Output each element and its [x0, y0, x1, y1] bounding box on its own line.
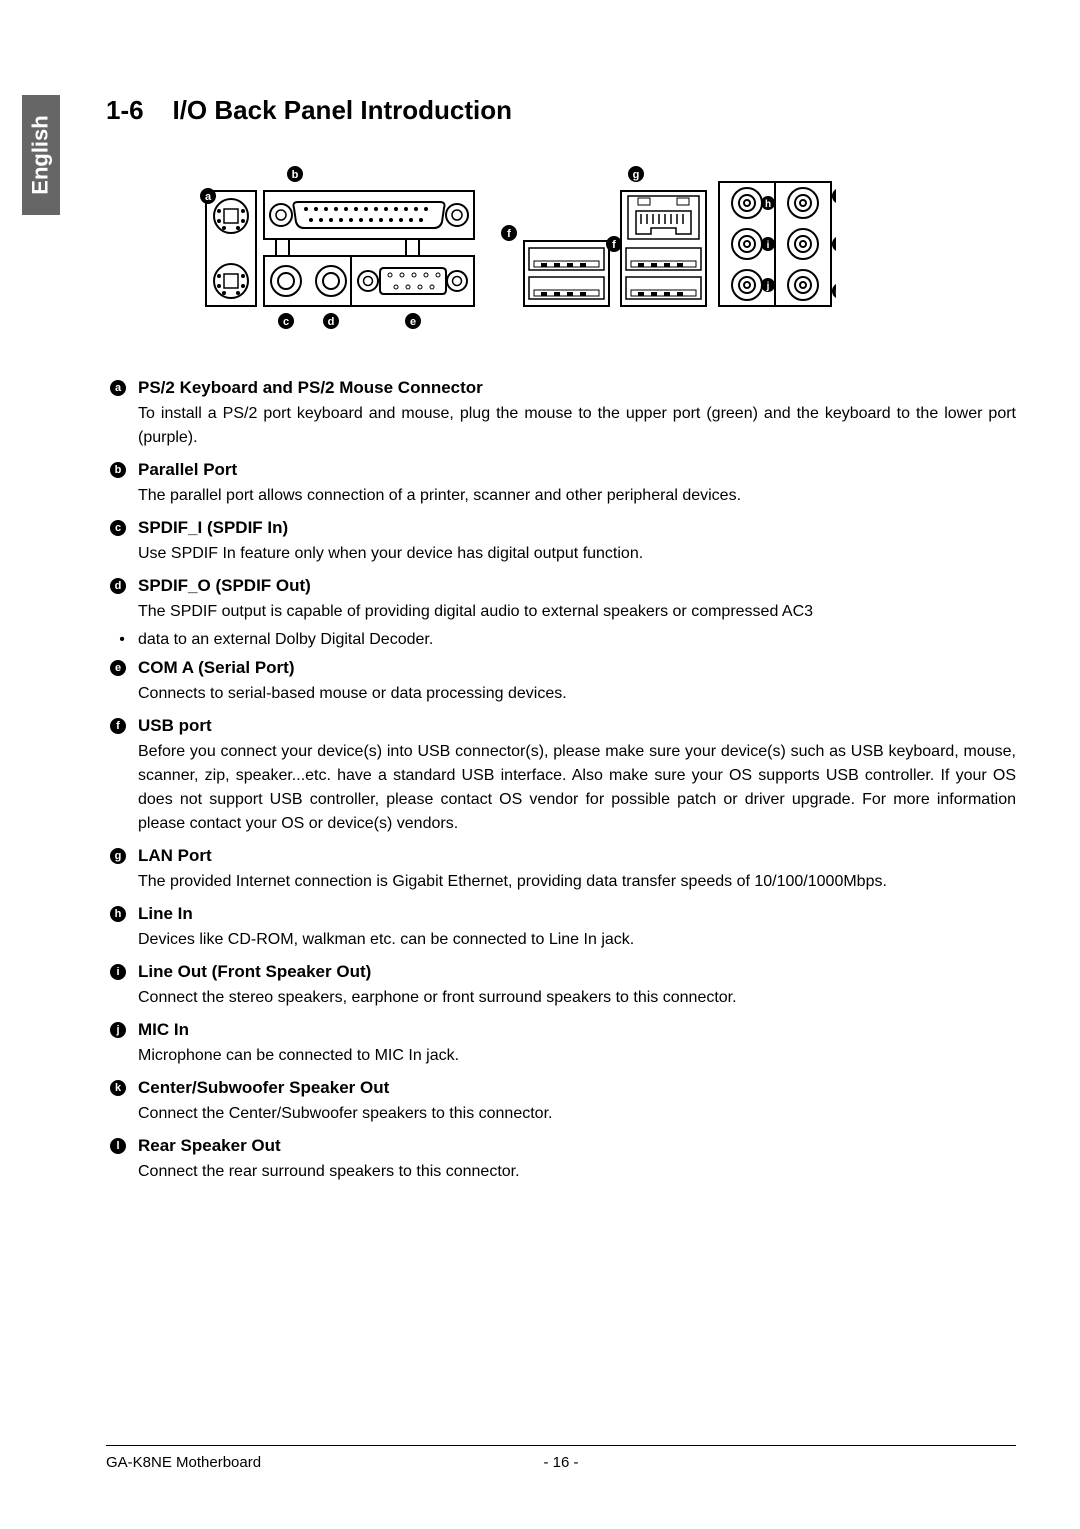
marker-icon: h	[110, 906, 126, 922]
svg-text:e: e	[410, 316, 416, 328]
item-desc: The provided Internet connection is Giga…	[138, 870, 1016, 894]
marker-icon: j	[110, 1022, 126, 1038]
item-title: Center/Subwoofer Speaker Out	[138, 1076, 1016, 1100]
marker-icon: c	[110, 520, 126, 536]
item-title: SPDIF_I (SPDIF In)	[138, 516, 1016, 540]
item-list: a PS/2 Keyboard and PS/2 Mouse Connector…	[106, 376, 1016, 1188]
item-desc: Devices like CD-ROM, walkman etc. can be…	[138, 928, 1016, 952]
item-title: Line In	[138, 902, 1016, 926]
svg-text:c: c	[283, 316, 289, 328]
item-desc: Connects to serial-based mouse or data p…	[138, 682, 1016, 706]
section-heading: 1-6 I/O Back Panel Introduction	[106, 95, 1016, 126]
item-desc: Connect the stereo speakers, earphone or…	[138, 986, 1016, 1010]
svg-text:j: j	[766, 281, 770, 292]
page-footer: GA-K8NE Motherboard - 16 -	[106, 1445, 1016, 1471]
item-j: j MIC In Microphone can be connected to …	[106, 1018, 1016, 1072]
item-title: Parallel Port	[138, 458, 1016, 482]
item-g: g LAN Port The provided Internet connect…	[106, 844, 1016, 898]
svg-text:b: b	[292, 169, 299, 181]
marker-icon: a	[110, 380, 126, 396]
item-title: MIC In	[138, 1018, 1016, 1042]
svg-text:m: m	[835, 286, 836, 298]
item-desc: To install a PS/2 port keyboard and mous…	[138, 402, 1016, 450]
footer-product: GA-K8NE Motherboard	[106, 1454, 511, 1471]
item-b: b Parallel Port The parallel port allows…	[106, 458, 1016, 512]
item-desc: Connect the Center/Subwoofer speakers to…	[138, 1102, 1016, 1126]
item-e: e COM A (Serial Port) Connects to serial…	[106, 656, 1016, 710]
item-h: h Line In Devices like CD-ROM, walkman e…	[106, 902, 1016, 956]
item-title: Rear Speaker Out	[138, 1134, 1016, 1158]
item-d: d SPDIF_O (SPDIF Out) The SPDIF output i…	[106, 574, 1016, 652]
svg-text:i: i	[767, 240, 770, 251]
item-title: Line Out (Front Speaker Out)	[138, 960, 1016, 984]
svg-text:h: h	[765, 199, 771, 210]
item-title: COM A (Serial Port)	[138, 656, 1016, 680]
item-desc: Before you connect your device(s) into U…	[138, 740, 1016, 836]
sub-bullet: • data to an external Dolby Digital Deco…	[106, 628, 1016, 652]
marker-icon: d	[110, 578, 126, 594]
section-title: I/O Back Panel Introduction	[172, 95, 512, 125]
item-a: a PS/2 Keyboard and PS/2 Mouse Connector…	[106, 376, 1016, 454]
item-desc: Use SPDIF In feature only when your devi…	[138, 542, 1016, 566]
item-k: k Center/Subwoofer Speaker Out Connect t…	[106, 1076, 1016, 1130]
item-title: LAN Port	[138, 844, 1016, 868]
marker-icon: i	[110, 964, 126, 980]
item-desc: Connect the rear surround speakers to th…	[138, 1160, 1016, 1184]
language-tab: English	[22, 95, 60, 215]
footer-page-number: - 16 -	[511, 1454, 611, 1471]
language-label: English	[28, 115, 54, 194]
io-diagram-svg: a b c d e f f g h i j k l m	[146, 156, 836, 341]
marker-icon: g	[110, 848, 126, 864]
svg-text:g: g	[633, 169, 640, 181]
section-number: 1-6	[106, 95, 144, 125]
item-title: PS/2 Keyboard and PS/2 Mouse Connector	[138, 376, 1016, 400]
item-desc: The SPDIF output is capable of providing…	[138, 600, 1016, 624]
item-i: i Line Out (Front Speaker Out) Connect t…	[106, 960, 1016, 1014]
item-c: c SPDIF_I (SPDIF In) Use SPDIF In featur…	[106, 516, 1016, 570]
item-desc: The parallel port allows connection of a…	[138, 484, 1016, 508]
svg-text:f: f	[507, 228, 511, 240]
svg-text:a: a	[205, 191, 212, 203]
marker-icon: e	[110, 660, 126, 676]
marker-icon: b	[110, 462, 126, 478]
item-f: f USB port Before you connect your devic…	[106, 714, 1016, 840]
item-title: USB port	[138, 714, 1016, 738]
io-panel-diagram: a b c d e f f g h i j k l m	[146, 156, 836, 341]
sub-desc: data to an external Dolby Digital Decode…	[138, 628, 1016, 652]
marker-icon: l	[110, 1138, 126, 1154]
marker-icon: k	[110, 1080, 126, 1096]
marker-icon: f	[110, 718, 126, 734]
item-desc: Microphone can be connected to MIC In ja…	[138, 1044, 1016, 1068]
item-title: SPDIF_O (SPDIF Out)	[138, 574, 1016, 598]
main-content: 1-6 I/O Back Panel Introduction	[106, 95, 1016, 1192]
item-l: l Rear Speaker Out Connect the rear surr…	[106, 1134, 1016, 1188]
svg-text:f: f	[612, 239, 616, 251]
svg-text:d: d	[328, 316, 335, 328]
